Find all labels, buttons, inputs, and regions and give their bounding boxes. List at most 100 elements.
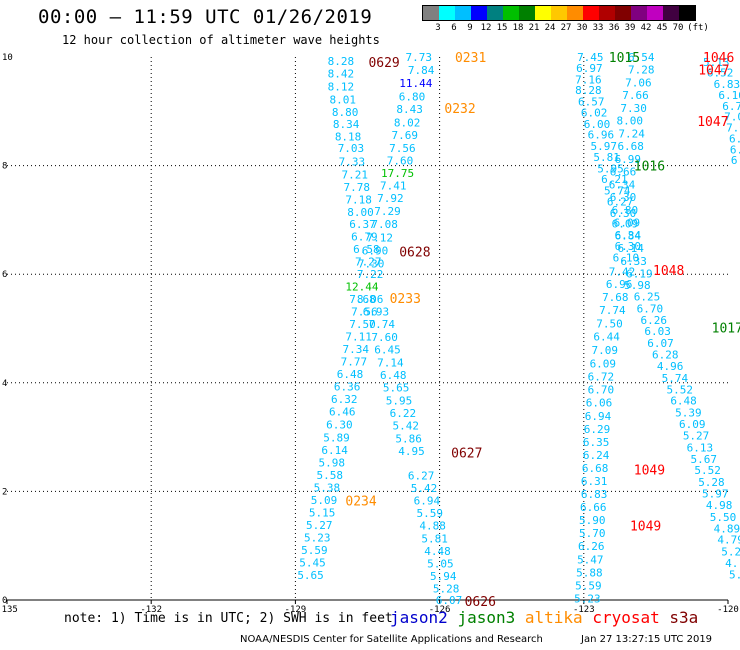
wave-height-value: 7.73: [405, 51, 432, 64]
wave-height-value: 5.27: [306, 519, 333, 532]
wave-height-value: 5.89: [323, 432, 350, 445]
wave-height-value: 5.65: [297, 569, 324, 582]
legend-label: 70: [672, 23, 684, 33]
wave-height-value: 5.42: [411, 482, 438, 495]
wave-height-value: 6.30: [615, 240, 642, 253]
wave-height-value: 6.25: [634, 290, 661, 303]
wave-height-value: 5.39: [675, 407, 702, 420]
wave-height-value: 7.33: [339, 155, 366, 168]
legend-label: 24: [544, 23, 556, 33]
legend-label: 15: [496, 23, 508, 33]
wave-height-value: 6.22: [390, 407, 417, 420]
wave-height-value: 6.00: [584, 118, 611, 131]
wave-height-value: 8.34: [333, 118, 360, 131]
data-layer: 8.288.428.128.018.808.348.187.037.337.21…: [297, 51, 740, 606]
timestamp-text: Jan 27 13:27:15 UTC 2019: [581, 634, 713, 645]
wave-height-value: 5.23: [304, 532, 331, 545]
pass-time-label: 1015: [609, 51, 640, 66]
wave-height-value: 7.92: [377, 192, 404, 205]
wave-height-value: 6.19: [626, 268, 653, 281]
wave-height-value: 7.28: [628, 63, 655, 76]
wave-height-value: 8.01: [330, 93, 357, 106]
y-tick-label: 0: [2, 596, 7, 606]
wave-height-value: 6.68: [582, 462, 609, 475]
wave-height-value: 6.54: [628, 51, 655, 64]
wave-height-value: 7.78: [343, 181, 370, 194]
wave-height-value: 6.09: [614, 217, 641, 230]
satellite-s3a: s3a: [669, 608, 699, 627]
wave-height-value: 8.80: [332, 106, 359, 119]
wave-height-value: 7.24: [618, 128, 645, 141]
wave-height-value: 6.37: [349, 218, 376, 231]
legend-label: (ft): [687, 23, 709, 33]
wave-height-value: 7.74: [599, 304, 626, 317]
legend-label: 3: [435, 23, 441, 33]
wave-height-value: 6.28: [652, 349, 679, 362]
wave-height-value: 6.70: [637, 302, 664, 315]
y-tick-label: 4: [2, 379, 7, 389]
legend-label: 39: [624, 23, 636, 33]
legend-label: 12: [480, 23, 492, 33]
wave-height-value: 8.28: [575, 84, 602, 97]
wave-height-value: 5.94: [430, 570, 457, 583]
wave-height-value: 6.83: [714, 78, 740, 91]
wave-height-value: 7.60: [371, 331, 398, 344]
wave-height-value: 5.42: [392, 420, 419, 433]
wave-height-value: 7.22: [357, 268, 384, 281]
wave-height-value: 5.23: [574, 592, 601, 605]
pass-time-label: 0232: [444, 102, 475, 117]
legend-swatch: [567, 6, 583, 20]
wave-height-value: 4.89: [714, 522, 740, 535]
satellite-cryosat: cryosat: [592, 608, 660, 627]
wave-height-value: 12.44: [345, 281, 378, 294]
wave-height-value: 7.60: [387, 155, 414, 168]
wave-height-value: 4.98: [706, 499, 733, 512]
wave-height-value: 7.41: [380, 180, 407, 193]
wave-height-value: 6.46: [329, 406, 356, 419]
legend-label: 42: [640, 23, 652, 33]
wave-height-value: 6.33: [620, 255, 647, 268]
wave-height-value: 7.56: [351, 306, 378, 319]
pass-time-label: 0629: [368, 56, 399, 71]
wave-height-value: 7.50: [349, 318, 376, 331]
legend-labels: 3 6 9 12 15 18 21 24 27 30 33 36 39 42 45 70 (ft): [422, 21, 709, 33]
wave-height-value: 5.95: [386, 395, 413, 408]
satellite-jason3: jason3: [457, 608, 516, 627]
pass-time-label: 1048: [653, 264, 684, 279]
wave-height-value: 6.10: [613, 251, 640, 264]
legend-swatch: [423, 6, 439, 20]
pass-time-label: 0233: [390, 292, 421, 307]
wave-height-value: 5.45: [299, 557, 326, 570]
wave-height-value: 6.9: [729, 132, 740, 145]
wave-height-value: 6.26: [641, 314, 668, 327]
x-tick-label: -129: [285, 605, 307, 615]
wave-height-value: 5.59: [301, 544, 328, 557]
legend-label: 45: [656, 23, 668, 33]
wave-height-value: 6.48: [337, 368, 364, 381]
wave-height-value: 4.96: [657, 360, 684, 373]
wave-height-value: 5.38: [314, 482, 341, 495]
pass-time-label: 0628: [399, 245, 430, 260]
wave-height-value: 6.27: [408, 470, 435, 483]
wave-height-value: 5.98: [318, 457, 345, 470]
wave-height-value: 6.44: [593, 331, 620, 344]
wave-height-value: 7.11: [345, 331, 372, 344]
wave-height-value: 6.80: [399, 91, 426, 104]
wave-height-value: 5.88: [576, 566, 603, 579]
wave-height-value: 5.81: [421, 533, 448, 546]
x-tick-label: -120: [717, 605, 739, 615]
wave-height-value: 7.42: [609, 265, 636, 278]
pass-time-label: 1016: [634, 160, 665, 175]
wave-height-value: 7.45: [577, 51, 604, 64]
wave-height-value: 17.75: [381, 167, 414, 180]
wave-height-value: 5.28: [698, 476, 725, 489]
wave-height-value: 5.81: [593, 151, 620, 164]
wave-height-value: 6.09: [679, 418, 706, 431]
wave-height-value: 7.12: [367, 231, 394, 244]
wave-height-value: 6.06: [586, 396, 613, 409]
legend-swatch: [615, 6, 631, 20]
wave-height-value: 6.30: [610, 207, 637, 220]
wave-height-value: 6.14: [321, 444, 348, 457]
legend-label: 18: [512, 23, 524, 33]
